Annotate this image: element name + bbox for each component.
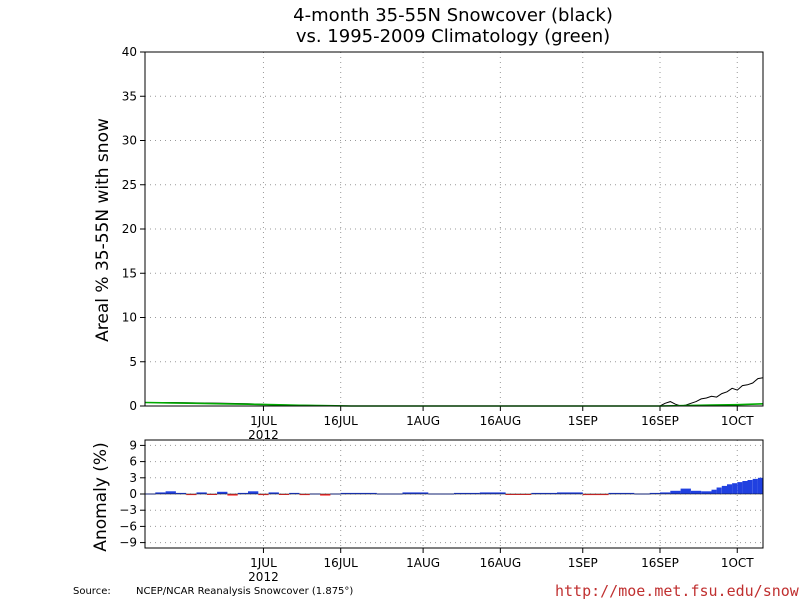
chart-subtitle: vs. 1995-2009 Climatology (green) (296, 26, 610, 47)
anomaly-panel: −9 −6 −3 0 3 6 9 1JUL 16JUL 1AUG 16AUG 1SEP 16SEP 1OC… (119, 438, 764, 584)
anomaly-bar (278, 494, 290, 495)
snowcover-panel: 0 5 10 15 20 25 30 35 40 1JUL 16JUL 1AUG 16AUG 1SEP 16… (122, 45, 764, 442)
anomaly-bar (732, 483, 738, 494)
anomaly-bar (289, 492, 300, 494)
source-text: NCEP/NCAR Reanalysis Snowcover (1.875°) (136, 586, 353, 597)
anomaly-bar (557, 492, 583, 494)
anomaly-bar (227, 494, 238, 496)
top-ytick-label-5: 25 (122, 178, 137, 192)
bottom-ytick-label-0: −9 (119, 536, 137, 550)
top-year-label: 2012 (248, 428, 279, 442)
bottom-ytick-label-3: 0 (129, 487, 137, 501)
anomaly-bar (258, 494, 269, 496)
bottom-xtick-label-1: 16JUL (324, 556, 359, 570)
bottom-xtick-label-5: 16SEP (641, 556, 679, 570)
anomaly-bar (670, 490, 681, 494)
anomaly-bar (701, 491, 712, 494)
anomaly-bar (608, 492, 635, 494)
top-frame (144, 51, 764, 407)
anomaly-bar (175, 492, 187, 494)
bottom-frame (144, 439, 764, 549)
bottom-ytick-label-6: 9 (129, 438, 137, 452)
source-url[interactable]: http://moe.met.fsu.edu/snow (555, 582, 800, 600)
anomaly-bar (186, 494, 197, 496)
bottom-xtick-label-0: 1JUL (250, 556, 277, 570)
anomaly-bar (454, 492, 480, 494)
top-ytick-label-4: 20 (122, 222, 137, 236)
bottom-ylabel: Anomaly (%) (91, 442, 111, 551)
top-xtick-label-0: 1JUL (250, 414, 277, 428)
bottom-ytick-label-5: 6 (129, 455, 137, 469)
anomaly-bar (747, 480, 753, 494)
anomaly-bar (752, 478, 758, 494)
top-xtick-label-2: 1AUG (406, 414, 440, 428)
anomaly-bar (660, 492, 671, 494)
anomaly-bar (711, 489, 717, 494)
anomaly-bar (716, 487, 722, 494)
series-line-black (145, 377, 764, 407)
anomaly-bar (268, 492, 279, 494)
top-xtick-label-5: 16SEP (641, 414, 679, 428)
chart-title: 4-month 35-55N Snowcover (black) (293, 5, 613, 26)
top-xtick-label-3: 16AUG (480, 414, 522, 428)
anomaly-bar (742, 481, 748, 494)
top-ylabel: Areal % 35-55N with snow (93, 118, 113, 342)
anomaly-bar (320, 494, 331, 496)
anomaly-bar (737, 482, 743, 494)
anomaly-bar (217, 491, 228, 494)
anomaly-bar (206, 494, 218, 495)
top-ytick-label-0: 0 (129, 399, 137, 413)
bottom-ytick-label-4: 3 (129, 471, 137, 485)
bottom-xtick-label-2: 1AUG (406, 556, 440, 570)
anomaly-bar (237, 492, 248, 494)
anomaly-bar (299, 494, 310, 496)
anomaly-bar (505, 494, 532, 495)
anomaly-bar (351, 492, 377, 494)
anomaly-bar (531, 492, 558, 494)
anomaly-bar (248, 491, 259, 494)
bottom-ytick-label-2: −3 (119, 503, 137, 517)
anomaly-bar (727, 484, 733, 494)
anomaly-bar (690, 490, 702, 494)
bottom-xtick-label-6: 1OCT (721, 556, 754, 570)
anomaly-bar (165, 491, 176, 494)
top-ytick-label-2: 10 (122, 311, 137, 325)
top-ytick-label-6: 30 (122, 134, 137, 148)
source-label: Source: (73, 586, 111, 597)
top-ytick-label-8: 40 (122, 45, 137, 59)
anomaly-bar (721, 485, 727, 494)
bottom-xtick-label-3: 16AUG (480, 556, 522, 570)
top-ytick-label-7: 35 (122, 89, 137, 103)
anomaly-bar (340, 492, 351, 494)
anomaly-bar (479, 492, 506, 494)
anomaly-bar (680, 488, 691, 494)
anomaly-bar (196, 492, 207, 494)
bottom-year-label: 2012 (248, 570, 279, 584)
bottom-ytick-label-1: −6 (119, 519, 137, 533)
anomaly-bar (582, 494, 609, 496)
anomaly-bar (402, 492, 429, 494)
top-xtick-label-1: 16JUL (324, 414, 359, 428)
top-ytick-label-3: 15 (122, 266, 137, 280)
bottom-xtick-label-4: 1SEP (568, 556, 598, 570)
series-line-green (144, 401, 764, 407)
top-xtick-label-4: 1SEP (568, 414, 598, 428)
anomaly-bar (155, 492, 166, 494)
anomaly-bar (649, 492, 660, 494)
top-xtick-label-6: 1OCT (721, 414, 754, 428)
anomaly-bar (757, 477, 763, 494)
top-ytick-label-1: 5 (129, 355, 137, 369)
